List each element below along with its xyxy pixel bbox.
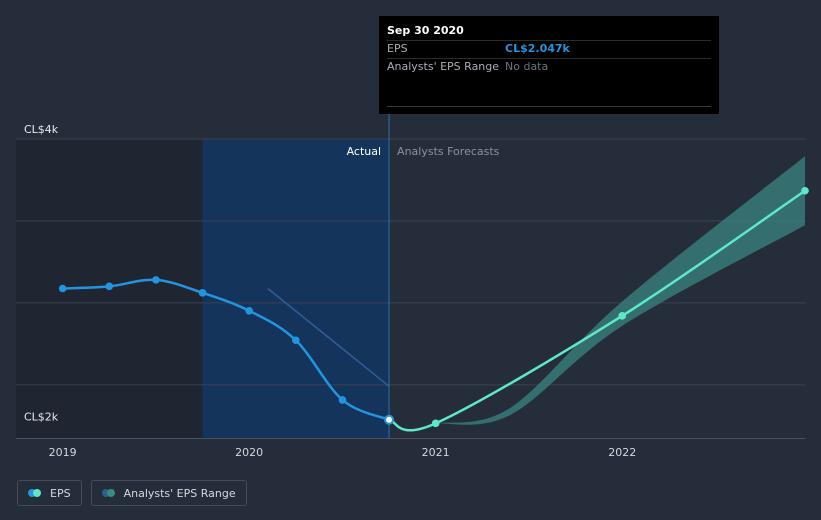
selected-period-highlight <box>202 139 390 438</box>
forecast-points <box>431 186 809 428</box>
forecast-region-label: Analysts Forecasts <box>397 145 500 158</box>
legend-range-label: Analysts' EPS Range <box>123 486 236 500</box>
forecast-point-2[interactable] <box>801 186 809 195</box>
tooltip-range-value: No data <box>505 60 549 73</box>
eps-line <box>62 278 390 421</box>
eps-points <box>58 276 395 425</box>
eps-point-5[interactable] <box>291 336 300 345</box>
y-label-1: CL$2k <box>24 411 59 424</box>
tooltip-eps-row: EPS CL$2.047k <box>387 40 711 58</box>
range-swatch-icon <box>101 489 116 497</box>
gridlines <box>16 138 805 439</box>
tooltip-date: Sep 30 2020 <box>387 24 464 37</box>
x-label-0: 2019 <box>49 446 77 459</box>
eps-point-2[interactable] <box>152 276 160 284</box>
eps-point-3[interactable] <box>198 289 207 297</box>
eps-tooltip: Sep 30 2020 EPS CL$2.047k Analysts' EPS … <box>379 16 719 114</box>
forecast-point-1[interactable] <box>618 312 627 320</box>
x-label-3: 2022 <box>608 446 636 459</box>
eps-point-0[interactable] <box>58 284 67 293</box>
eps-point-6[interactable] <box>338 396 347 404</box>
eps-point-4[interactable] <box>245 306 253 315</box>
eps-point-7[interactable] <box>384 414 395 425</box>
y-label-0: CL$4k <box>24 123 59 136</box>
legend-eps-button[interactable]: EPS <box>17 480 82 506</box>
y-axis-labels: CL$4k CL$2k <box>24 123 59 424</box>
tooltip-range-row: Analysts' EPS Range No data <box>387 58 711 76</box>
tooltip-eps-label: EPS <box>387 42 408 55</box>
legend-eps-label: EPS <box>50 486 71 500</box>
legend-range-button[interactable]: Analysts' EPS Range <box>90 480 247 506</box>
eps-swatch-icon <box>28 489 42 497</box>
tooltip-eps-value: CL$2.047k <box>505 42 570 55</box>
forecast-point-0[interactable] <box>431 419 440 428</box>
tooltip-range-label: Analysts' EPS Range <box>387 60 500 73</box>
x-label-2: 2021 <box>422 446 450 459</box>
eps-trend-line <box>267 287 390 387</box>
eps-forecast-line <box>388 189 806 432</box>
eps-point-1[interactable] <box>105 282 114 291</box>
tooltip-divider <box>387 106 711 107</box>
actual-region-label: Actual <box>347 145 381 158</box>
x-axis-labels: 2019 2020 2021 2022 <box>49 446 637 459</box>
x-label-1: 2020 <box>235 446 263 459</box>
chart-legend: EPS Analysts' EPS Range <box>17 480 247 506</box>
